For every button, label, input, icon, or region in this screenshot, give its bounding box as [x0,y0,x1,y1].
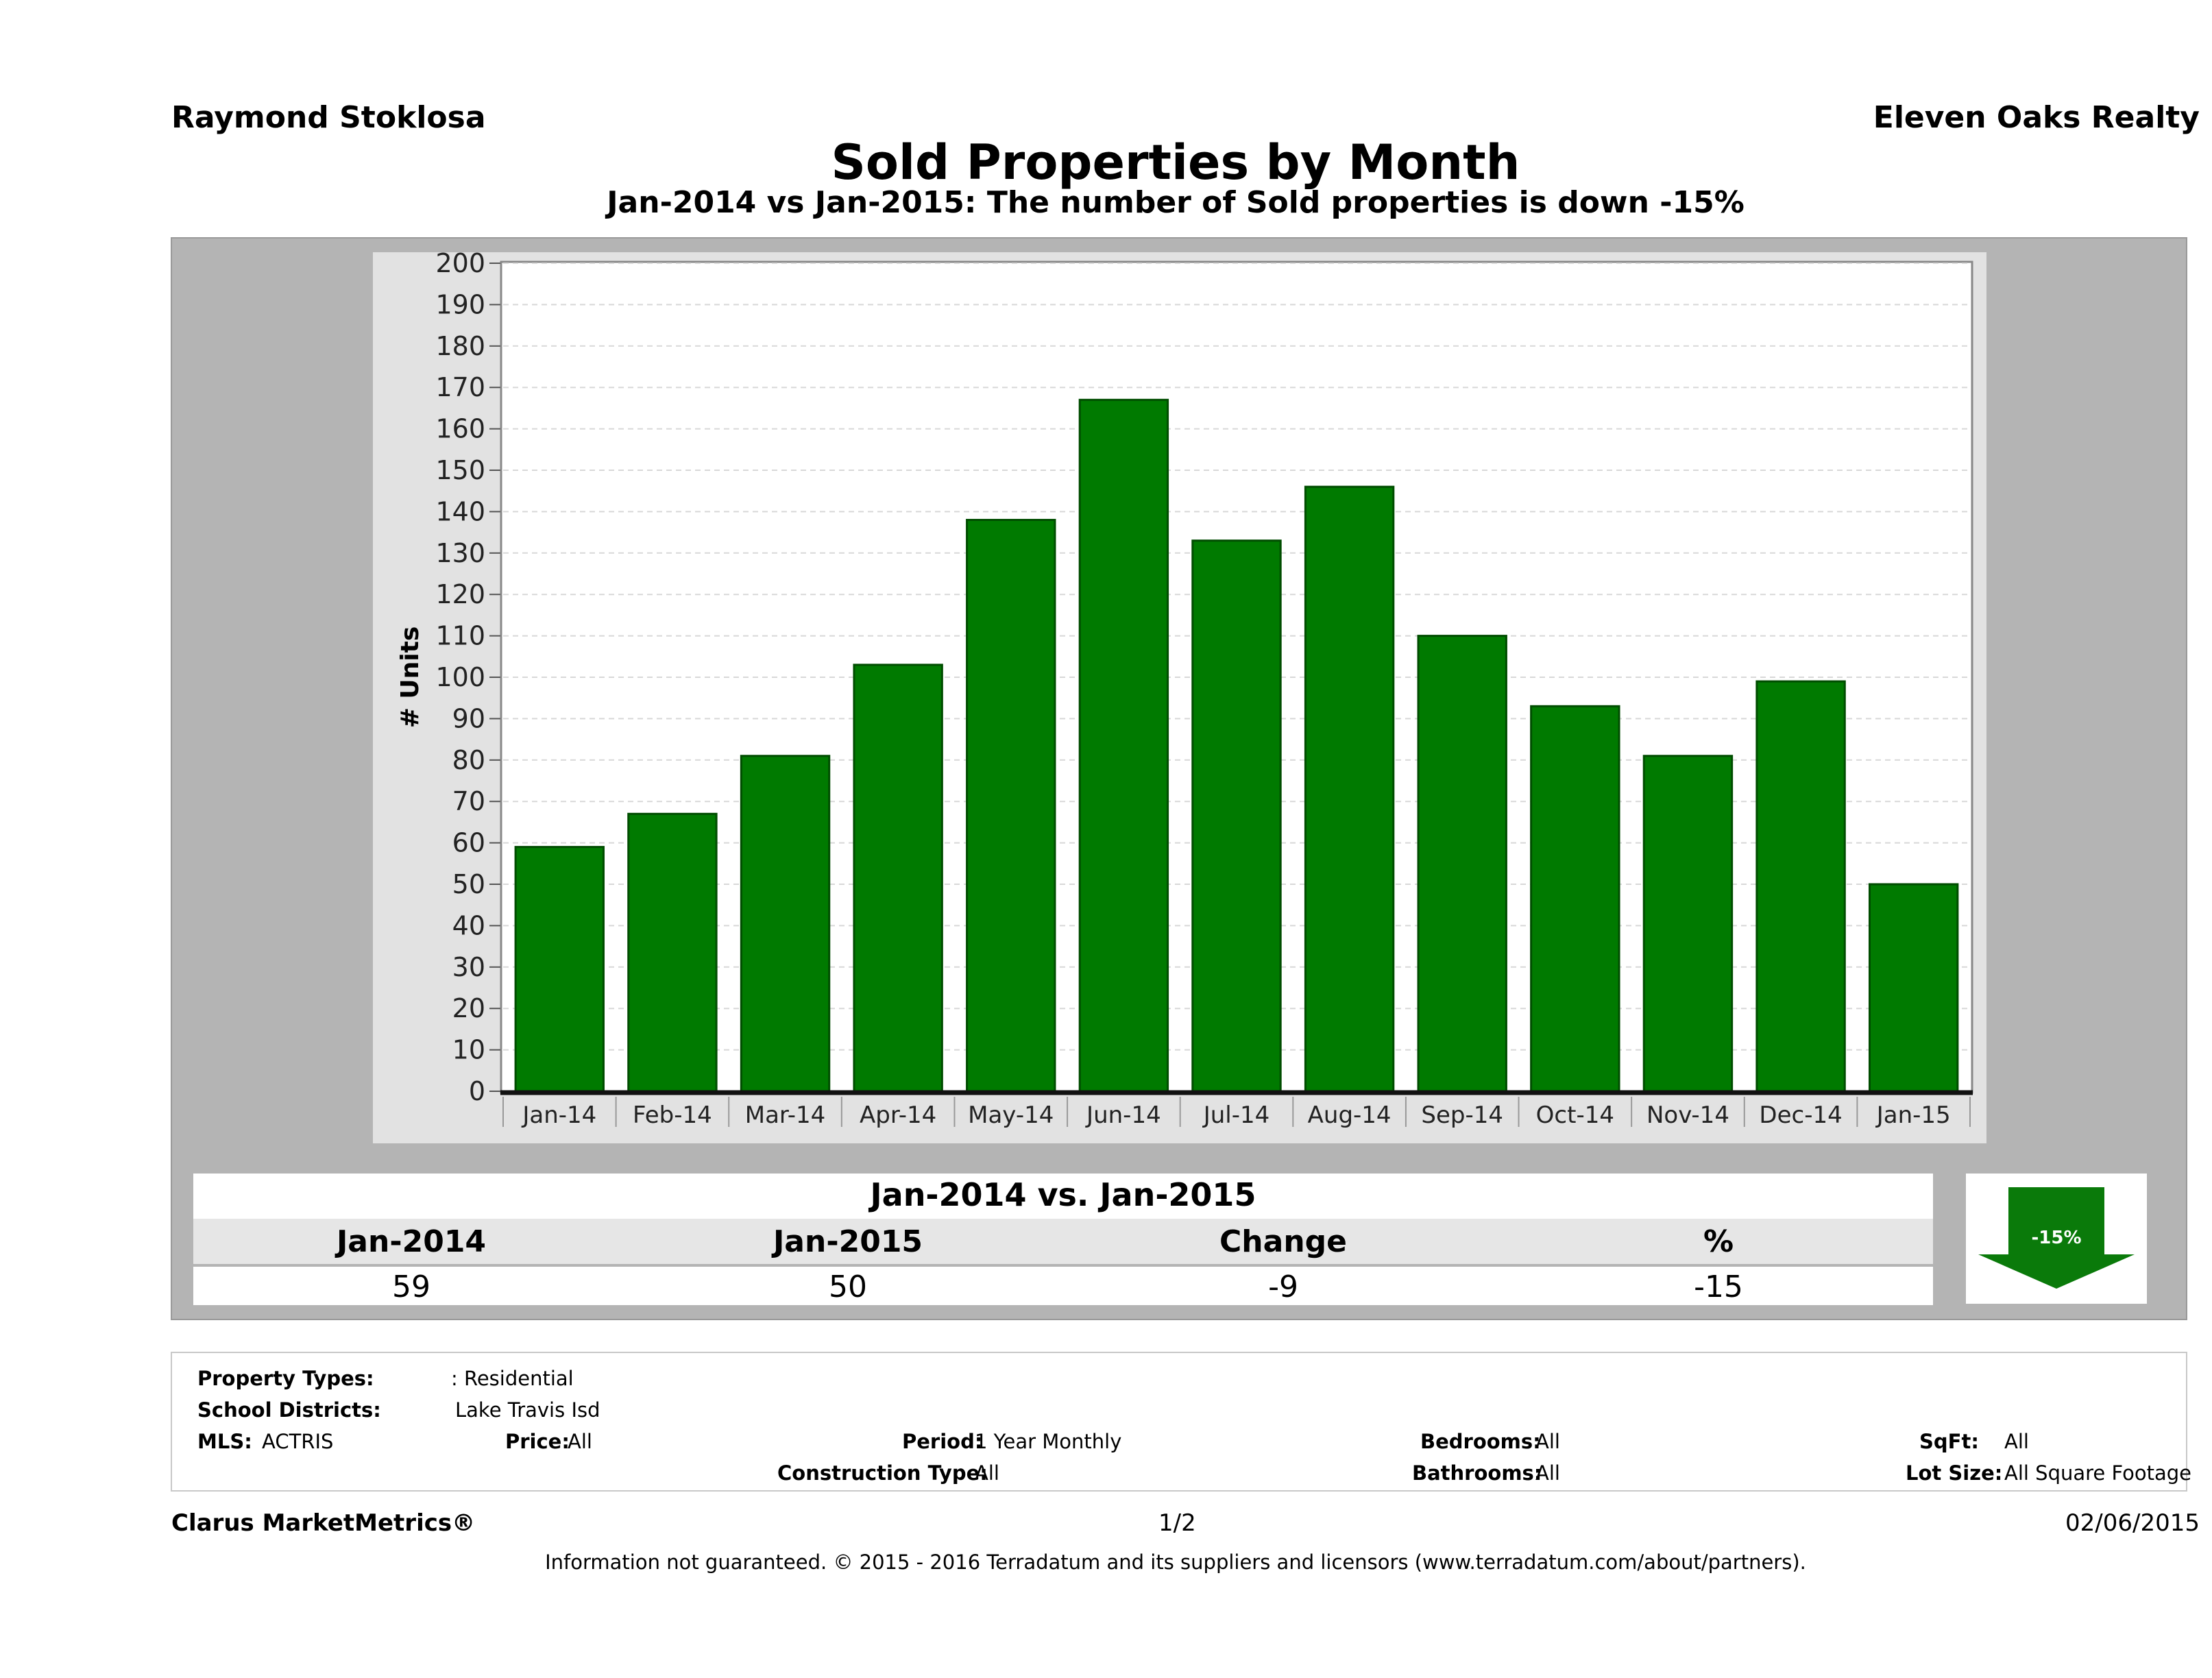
y-tick-label: 180 [435,331,485,361]
y-tick-label: 70 [452,786,485,816]
construction-type-value: All [975,1461,999,1485]
x-tick-label: Sep-14 [1421,1102,1503,1129]
bar-jan-14 [514,846,605,1093]
school-districts-value: Lake Travis Isd [455,1398,600,1422]
summary-value-bar [193,1267,1933,1305]
agent-name: Raymond Stoklosa [171,100,486,135]
bar-jan-15 [1868,883,1959,1093]
y-tick-label: 40 [452,910,485,940]
x-tick-label: Jun-14 [1085,1102,1161,1129]
bar-aug-14 [1304,485,1395,1093]
x-tick-label: Oct-14 [1536,1102,1614,1129]
property-types-value: : Residential [451,1367,574,1390]
y-tick-label: 200 [435,252,485,278]
y-tick-label: 90 [452,703,485,733]
y-tick-label: 120 [435,579,485,609]
summary-value-jan-2015: 50 [829,1269,867,1304]
sqft-label: SqFt: [1919,1430,1979,1453]
disclaimer: Information not guaranteed. © 2015 - 201… [545,1551,1806,1574]
y-tick-label: 150 [435,455,485,485]
y-tick-label: 170 [435,372,485,402]
y-tick-label: 190 [435,289,485,319]
x-tick-label: Jul-14 [1202,1102,1270,1129]
price-value: All [568,1430,592,1453]
x-tick-label: Aug-14 [1308,1102,1391,1129]
period-value: 1 Year Monthly [975,1430,1122,1453]
product-name: Clarus MarketMetrics® [171,1509,476,1537]
bar-jul-14 [1191,539,1282,1093]
bar-jun-14 [1078,398,1169,1093]
y-tick-label: 140 [435,496,485,526]
bar-apr-14 [853,664,943,1093]
summary-header-change: Change [1219,1224,1347,1259]
x-tick-label: Feb-14 [633,1102,712,1129]
bedrooms-label: Bedrooms: [1420,1430,1541,1453]
change-indicator-label: -15% [2031,1228,2081,1248]
y-tick-label: 0 [469,1076,485,1106]
bathrooms-label: Bathrooms: [1412,1461,1542,1485]
construction-type-label: Construction Type: [777,1461,988,1485]
chart-subtitle: Jan-2014 vs Jan-2015: The number of Sold… [607,185,1745,220]
x-tick-label: Nov-14 [1646,1102,1729,1129]
summary-header-jan-2014: Jan-2014 [336,1224,487,1259]
lot-size-value: All Square Footage [2004,1461,2192,1485]
y-tick-label: 20 [452,993,485,1023]
chart-title: Sold Properties by Month [831,134,1520,191]
summary-title: Jan-2014 vs. Jan-2015 [870,1176,1256,1213]
report-date: 02/06/2015 [2065,1509,2200,1537]
change-indicator-box: -15% [1966,1174,2147,1304]
x-tick-label: May-14 [968,1102,1054,1129]
x-tick-label: Mar-14 [745,1102,826,1129]
bar-mar-14 [740,755,831,1093]
bar-dec-14 [1755,680,1846,1093]
y-tick-label: 60 [452,828,485,858]
summary-header-jan-2015: Jan-2015 [773,1224,923,1259]
y-tick-label: 80 [452,745,485,775]
y-tick-label: 30 [452,952,485,982]
x-tick-label: Apr-14 [860,1102,936,1129]
summary-value-percent: -15 [1694,1269,1743,1304]
brokerage-name: Eleven Oaks Realty [1873,100,2200,135]
price-label: Price: [505,1430,570,1453]
bar-sep-14 [1417,635,1507,1093]
y-tick-label: 110 [435,621,485,651]
bar-oct-14 [1530,705,1620,1093]
summary-title-bar [193,1174,1933,1219]
page-number: 1/2 [1158,1509,1196,1537]
mls-value: ACTRIS [262,1430,334,1453]
y-tick-label: 130 [435,538,485,568]
y-tick-label: 100 [435,662,485,692]
mls-label: MLS: [197,1430,252,1453]
down-arrow-icon: -15% [1978,1187,2135,1289]
x-tick-label: Jan-14 [521,1102,596,1129]
summary-value-jan-2014: 59 [392,1269,430,1304]
summary-header-bar [193,1219,1933,1264]
sqft-value: All [2004,1430,2029,1453]
period-label: Period: [902,1430,983,1453]
summary-header-percent: % [1703,1224,1734,1259]
bar-nov-14 [1642,755,1734,1093]
y-tick-label: 160 [435,414,485,444]
bathrooms-value: All [1535,1461,1560,1485]
school-districts-label: School Districts: [197,1398,381,1422]
search-criteria-box [171,1352,2187,1492]
bar-chart: 0 10 20 30 40 50 60 70 80 90 100 110 120 130 140 150 160… [396,252,1973,1129]
summary-value-change: -9 [1268,1269,1298,1304]
bedrooms-value: All [1535,1430,1560,1453]
y-axis-label: # Units [396,627,424,729]
x-tick-label: Dec-14 [1759,1102,1842,1129]
y-tick-label: 10 [452,1035,485,1065]
bar-may-14 [966,518,1056,1093]
y-tick-label: 50 [452,869,485,899]
lot-size-label: Lot Size: [1906,1461,2003,1485]
property-types-label: Property Types: [197,1367,374,1390]
x-tick-label: Jan-15 [1875,1102,1951,1129]
bar-feb-14 [627,812,718,1093]
